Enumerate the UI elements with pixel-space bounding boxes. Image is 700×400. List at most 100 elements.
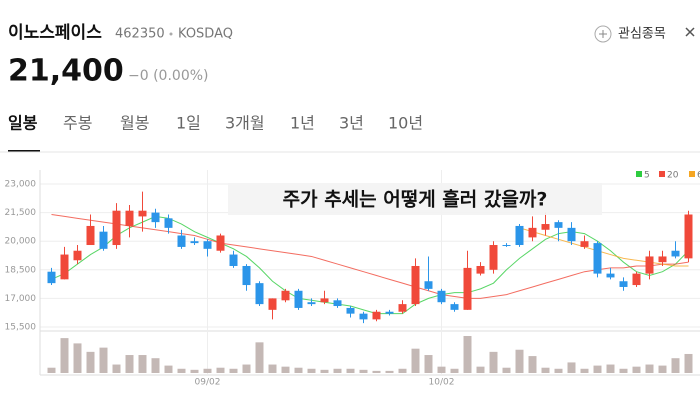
candle-body	[151, 212, 160, 223]
watch-icon[interactable]	[594, 25, 612, 43]
volume-bar	[372, 370, 381, 373]
volume-bar	[502, 367, 511, 373]
candle-body	[73, 250, 82, 261]
legend-swatch	[689, 171, 695, 177]
tab[interactable]: 1년	[290, 114, 315, 133]
candle-body	[502, 245, 511, 247]
volume-bar	[567, 362, 576, 373]
volume-bar	[255, 342, 264, 373]
volume-bar	[619, 368, 628, 373]
candle-body	[320, 298, 329, 303]
volume-bar	[112, 364, 121, 373]
volume-bar	[554, 368, 563, 373]
y-tick-label: 18,500	[5, 265, 37, 275]
volume-bar	[359, 369, 368, 373]
candle-body	[268, 298, 277, 310]
candle-body	[580, 241, 589, 247]
tab[interactable]: 일봉	[8, 114, 38, 133]
candle-body	[255, 283, 264, 305]
volume-bar	[645, 364, 654, 373]
volume-bar	[294, 367, 303, 373]
candle-body	[203, 241, 212, 249]
volume-bar	[632, 366, 641, 373]
candle-body	[281, 290, 290, 301]
tab[interactable]: 1일	[176, 114, 201, 133]
chart-title: 주가 추세는 어떻게 흘러 갔을까?	[283, 188, 548, 211]
candle-body	[554, 222, 563, 228]
volume-bar	[411, 348, 420, 373]
ma-line	[519, 227, 689, 267]
tab[interactable]: 주봉	[63, 114, 92, 133]
y-tick-label: 15,500	[5, 323, 37, 333]
candle-body	[359, 313, 368, 320]
plus	[599, 30, 607, 38]
candle-body	[307, 302, 316, 305]
candle-body	[671, 250, 680, 257]
volume-bar	[138, 355, 147, 373]
candle-body	[463, 267, 472, 310]
candle-body	[606, 273, 615, 278]
watch-button[interactable]: 관심종목	[618, 27, 666, 42]
volume-bar	[190, 369, 199, 373]
ma-line	[51, 214, 689, 299]
volume-bar	[671, 358, 680, 373]
volume-bar	[86, 351, 95, 373]
candle-body	[47, 271, 56, 284]
candle-body	[372, 311, 381, 320]
candle-body	[424, 281, 433, 289]
volume-bar	[398, 368, 407, 373]
price: 21,400	[8, 54, 124, 89]
volume-bar	[177, 368, 186, 373]
legend-label: 60	[697, 171, 700, 181]
candle-body	[229, 254, 238, 266]
volume-bar	[476, 366, 485, 373]
volume-bar	[320, 369, 329, 373]
volume-bar	[606, 364, 615, 373]
candle-body	[437, 290, 446, 303]
volume-bar	[151, 358, 160, 373]
candle-body	[346, 307, 355, 314]
title-bg	[228, 183, 602, 215]
volume-bar	[593, 365, 602, 373]
volume-bar	[281, 366, 290, 373]
legend-swatch	[636, 171, 642, 177]
candle-body	[658, 256, 667, 263]
candle-body	[294, 290, 303, 308]
x-tick-label: 10/02	[429, 378, 455, 388]
tab[interactable]: 3개월	[225, 114, 265, 133]
volume-bar	[229, 368, 238, 373]
x-tick-label: 09/02	[195, 378, 221, 388]
volume-bar	[489, 351, 498, 373]
tab[interactable]: 월봉	[120, 114, 149, 133]
candle-body	[567, 227, 576, 242]
candle-body	[684, 214, 693, 259]
volume-bar	[268, 364, 277, 373]
stock-code: 462350	[115, 27, 165, 42]
volume-bar	[463, 336, 472, 373]
candle-body	[632, 273, 641, 286]
candle-body	[99, 231, 108, 249]
volume-bar	[307, 368, 316, 373]
candle-body	[515, 225, 524, 246]
volume-bar	[528, 356, 537, 373]
candle-body	[190, 241, 199, 244]
volume-bar	[684, 353, 693, 373]
candle-body	[541, 224, 550, 230]
volume-bar	[125, 355, 134, 373]
candle-body	[398, 304, 407, 312]
volume-bar	[515, 349, 524, 373]
close-icon[interactable]	[685, 27, 695, 37]
volume-bar	[385, 370, 394, 373]
candle-body	[489, 245, 498, 270]
dot	[169, 32, 173, 36]
market: KOSDAQ	[178, 27, 233, 42]
tab[interactable]: 3년	[339, 114, 364, 133]
candle-body	[411, 265, 420, 305]
volume-bar	[424, 355, 433, 373]
legend-swatch	[659, 171, 665, 177]
tab[interactable]: 10년	[388, 114, 423, 133]
candle-body	[333, 300, 342, 307]
volume-bar	[541, 367, 550, 373]
candle-body	[60, 254, 69, 280]
